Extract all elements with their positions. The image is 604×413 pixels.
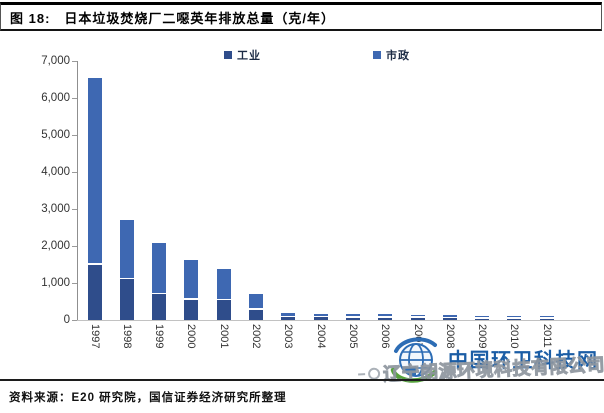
bar-2001-municipal [216,268,231,299]
legend-item-industrial: 工业 [224,47,261,63]
bar-2002-industrial [249,309,263,320]
watermark-dash [358,373,366,376]
bar-2000-municipal [184,260,199,299]
y-axis-label: 1,000 [41,276,70,289]
x-axis-label-1999: 1999 [153,324,166,349]
x-axis-label-2003: 2003 [282,324,295,349]
bar-2005-municipal [345,313,360,317]
bar-2011-industrial [539,319,554,320]
y-axis-tick [72,135,77,136]
bar-2004-industrial [313,317,328,320]
bar-2001-industrial [216,300,231,320]
x-axis-label-2005: 2005 [346,324,359,349]
figure-title: 日本垃圾焚烧厂二噁英年排放总量（克/年） [64,10,336,26]
x-axis-label-1998: 1998 [120,324,133,349]
bar-2006-industrial [378,317,393,320]
bar-2006-municipal [378,314,393,317]
bar-2005-industrial [345,317,360,320]
y-axis-tick [72,61,77,62]
bar-1999-industrial [152,294,167,320]
x-axis-label-1997: 1997 [88,324,101,349]
y-axis-tick [72,246,77,247]
legend-swatch-industrial [224,51,232,59]
x-axis-label-2004: 2004 [314,324,327,349]
y-axis-line [77,61,78,320]
y-axis-tick [72,283,77,284]
figure-number-label: 图 18: [10,10,51,26]
y-axis-label: 3,000 [41,202,70,215]
legend-label-municipal: 市政 [386,50,410,62]
y-axis-tick [72,209,77,210]
bar-2002-municipal [249,294,263,309]
x-axis-label-2001: 2001 [217,324,230,349]
source-divider [0,379,604,381]
legend-swatch-municipal [373,51,381,59]
bar-2000-industrial [184,299,199,320]
bar-1997-municipal [87,78,102,263]
x-axis-line [77,320,590,321]
bar-1998-industrial [119,279,134,320]
bar-1999-municipal [152,243,167,293]
bar-2003-industrial [281,317,296,320]
y-axis-tick [72,320,77,321]
y-axis-label: 6,000 [41,91,70,104]
y-axis-label: 5,000 [41,128,70,141]
y-axis-label: 2,000 [41,239,70,252]
bar-2010-industrial [507,318,522,320]
bar-2008-industrial [442,318,457,320]
y-axis-label: 0 [63,313,70,326]
bar-2007-municipal [410,314,425,317]
x-axis-label-2002: 2002 [250,324,262,349]
y-axis-label: 7,000 [41,54,70,67]
bar-2007-industrial [410,317,425,320]
legend-label-industrial: 工业 [237,50,261,62]
bar-2004-municipal [313,313,328,316]
y-axis-tick [72,98,77,99]
figure-title-bar: 图 18: 日本垃圾焚烧厂二噁英年排放总量（克/年） [0,2,602,31]
legend-item-municipal: 市政 [373,47,410,63]
source-note: 资料来源：E20 研究院，国信证券经济研究所整理 [9,392,287,404]
bar-2009-municipal [475,315,490,318]
globe-logo-icon [390,337,438,383]
watermark-site-name: 中国环卫科技网 [448,350,599,372]
y-axis-tick [72,172,77,173]
x-axis-label-2000: 2000 [185,324,198,349]
bar-2003-municipal [281,313,296,316]
bar-1998-municipal [119,220,134,278]
bar-2008-municipal [442,315,457,317]
bar-2010-municipal [507,316,522,318]
bar-2011-municipal [539,316,554,318]
bar-1997-industrial [87,264,102,320]
bar-2009-industrial [475,318,490,320]
y-axis-label: 4,000 [41,165,70,178]
